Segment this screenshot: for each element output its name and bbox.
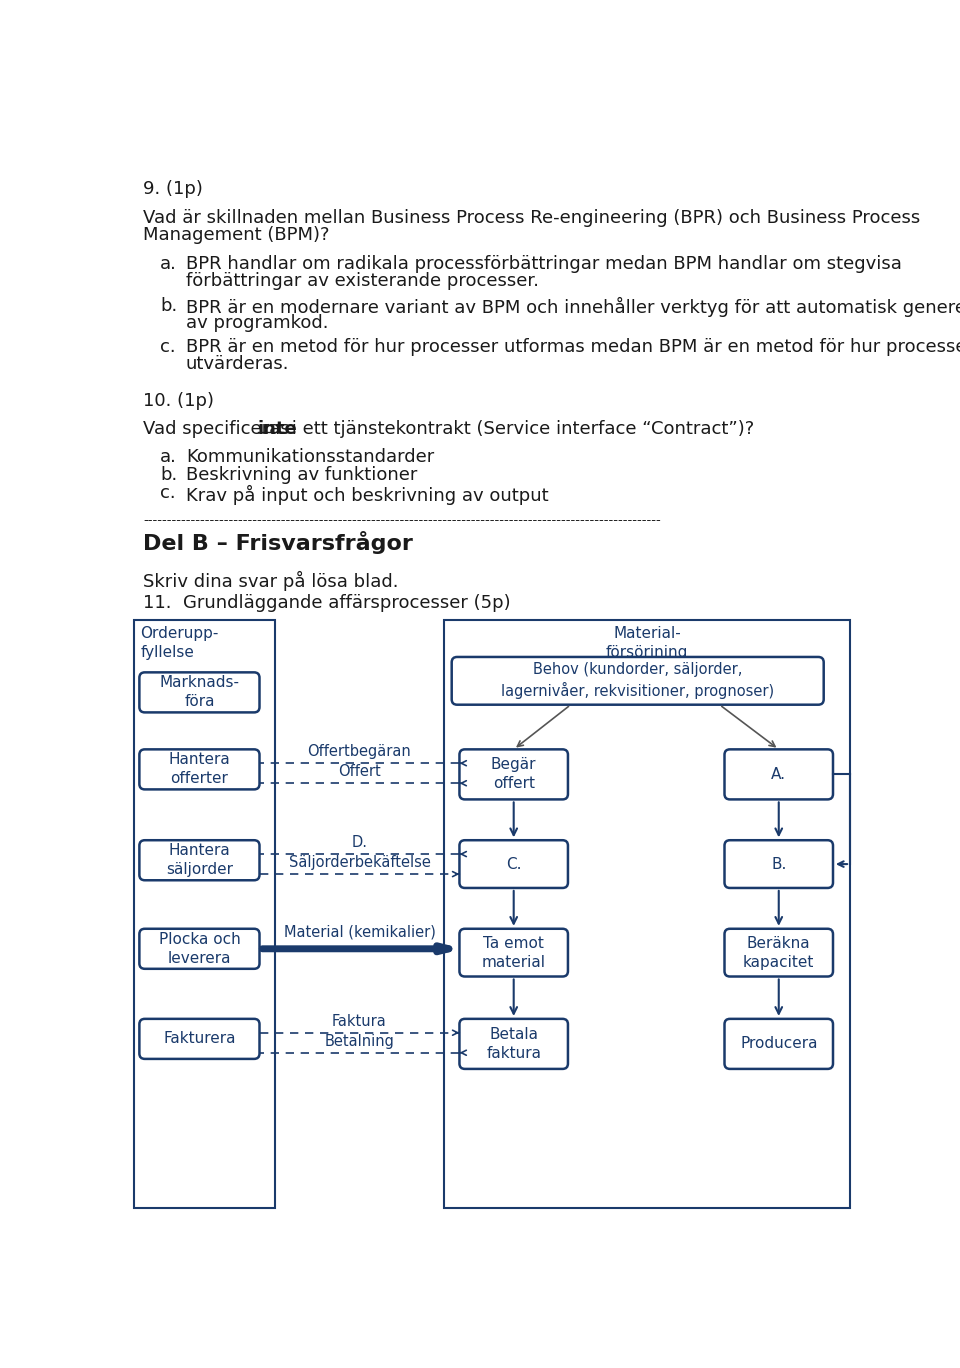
Text: Offertbegäran: Offertbegäran <box>307 744 411 759</box>
Text: inte: inte <box>258 420 298 438</box>
Text: BPR är en metod för hur processer utformas medan BPM är en metod för hur process: BPR är en metod för hur processer utform… <box>186 338 960 356</box>
Text: c.: c. <box>160 484 176 502</box>
FancyBboxPatch shape <box>452 657 824 705</box>
Text: förbättringar av existerande processer.: förbättringar av existerande processer. <box>186 272 539 290</box>
Text: Hantera
offerter: Hantera offerter <box>169 752 230 787</box>
FancyBboxPatch shape <box>725 750 833 799</box>
Text: Plocka och
leverera: Plocka och leverera <box>158 932 240 966</box>
FancyBboxPatch shape <box>139 929 259 969</box>
FancyBboxPatch shape <box>725 929 833 977</box>
FancyBboxPatch shape <box>460 1019 568 1068</box>
Text: Hantera
säljorder: Hantera säljorder <box>166 843 233 877</box>
Text: Management (BPM)?: Management (BPM)? <box>143 226 329 244</box>
Text: Säljorderbekäftelse: Säljorderbekäftelse <box>289 855 430 870</box>
Text: Material (kemikalier): Material (kemikalier) <box>283 925 436 940</box>
Text: B.: B. <box>771 856 786 871</box>
Text: C.: C. <box>506 856 521 871</box>
Text: D.: D. <box>351 836 368 851</box>
Text: utvärderas.: utvärderas. <box>186 356 289 373</box>
Text: 10. (1p): 10. (1p) <box>143 393 214 410</box>
Text: A.: A. <box>771 767 786 782</box>
Text: Del B – Frisvarsfrågor: Del B – Frisvarsfrågor <box>143 531 413 554</box>
Text: Orderupp-
fyllelse: Orderupp- fyllelse <box>140 627 219 659</box>
Text: Skriv dina svar på lösa blad.: Skriv dina svar på lösa blad. <box>143 570 398 591</box>
Text: 11.  Grundläggande affärsprocesser (5p): 11. Grundläggande affärsprocesser (5p) <box>143 594 511 611</box>
FancyBboxPatch shape <box>725 840 833 888</box>
FancyBboxPatch shape <box>139 672 259 713</box>
FancyBboxPatch shape <box>460 929 568 977</box>
Text: b.: b. <box>160 297 178 315</box>
Text: b.: b. <box>160 466 178 484</box>
Text: av programkod.: av programkod. <box>186 313 328 331</box>
Text: Kommunikationsstandarder: Kommunikationsstandarder <box>186 447 434 465</box>
Text: Vad är skillnaden mellan Business Process Re-engineering (BPR) och Business Proc: Vad är skillnaden mellan Business Proces… <box>143 209 921 227</box>
Text: Behov (kundorder, säljorder,
lagernivåer, rekvisitioner, prognoser): Behov (kundorder, säljorder, lagernivåer… <box>501 662 775 699</box>
Text: BPR handlar om radikala processförbättringar medan BPM handlar om stegvisa: BPR handlar om radikala processförbättri… <box>186 254 901 274</box>
FancyBboxPatch shape <box>134 620 275 1208</box>
Text: 9. (1p): 9. (1p) <box>143 179 204 197</box>
Text: --------------------------------------------------------------------------------: ----------------------------------------… <box>143 514 661 528</box>
Text: Betala
faktura: Betala faktura <box>486 1027 541 1062</box>
FancyBboxPatch shape <box>139 1019 259 1059</box>
FancyBboxPatch shape <box>725 1019 833 1068</box>
Text: Marknads-
föra: Marknads- föra <box>159 676 239 710</box>
Text: Producera: Producera <box>740 1037 818 1052</box>
Text: i ett tjänstekontrakt (Service interface “Contract”)?: i ett tjänstekontrakt (Service interface… <box>286 420 755 438</box>
Text: Beräkna
kapacitet: Beräkna kapacitet <box>743 936 814 970</box>
Text: a.: a. <box>160 254 178 274</box>
FancyBboxPatch shape <box>460 750 568 799</box>
Text: Material-
försörjning: Material- försörjning <box>606 627 688 659</box>
FancyBboxPatch shape <box>444 620 850 1208</box>
Text: Begär
offert: Begär offert <box>491 758 537 792</box>
FancyBboxPatch shape <box>139 840 259 880</box>
Text: a.: a. <box>160 447 178 465</box>
Text: Betalning: Betalning <box>324 1034 395 1049</box>
Text: Krav på input och beskrivning av output: Krav på input och beskrivning av output <box>186 484 548 505</box>
Text: Faktura: Faktura <box>332 1014 387 1029</box>
Text: BPR är en modernare variant av BPM och innehåller verktyg för att automatisk gen: BPR är en modernare variant av BPM och i… <box>186 297 960 316</box>
Text: c.: c. <box>160 338 176 356</box>
Text: Beskrivning av funktioner: Beskrivning av funktioner <box>186 466 418 484</box>
Text: Vad specificeras: Vad specificeras <box>143 420 296 438</box>
FancyBboxPatch shape <box>139 750 259 789</box>
Text: Ta emot
material: Ta emot material <box>482 936 545 970</box>
Text: Fakturera: Fakturera <box>163 1031 236 1047</box>
FancyBboxPatch shape <box>460 840 568 888</box>
Text: Offert: Offert <box>338 765 381 780</box>
